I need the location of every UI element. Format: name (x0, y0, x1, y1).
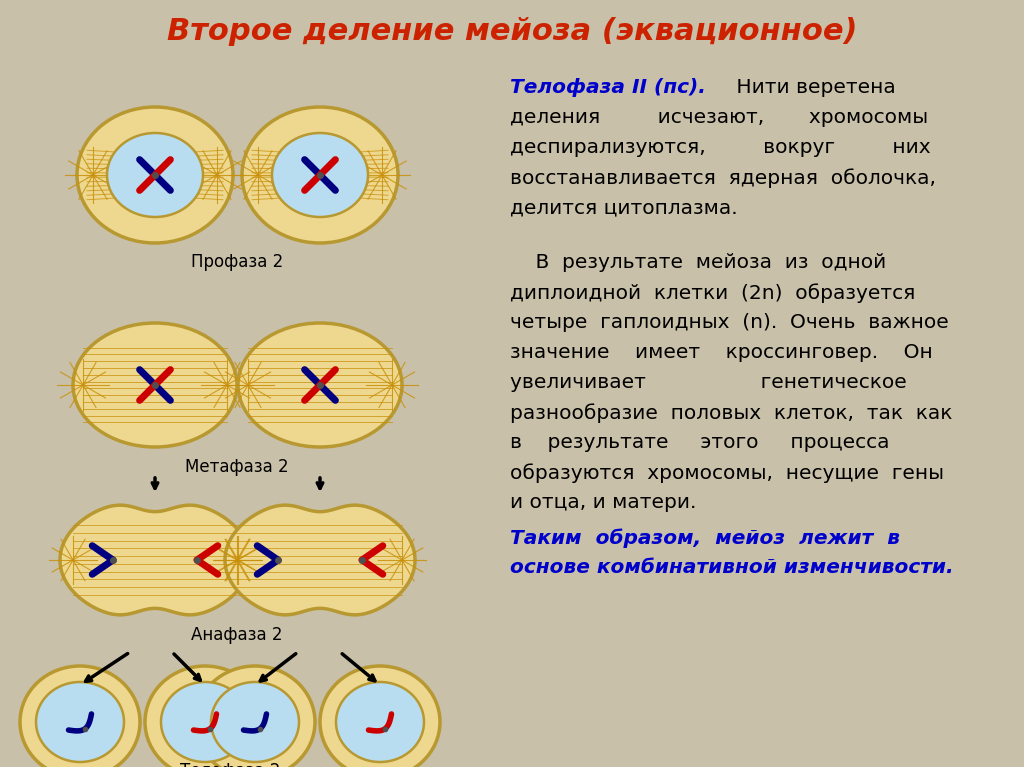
Text: значение    имеет    кроссинговер.    Он: значение имеет кроссинговер. Он (510, 343, 933, 362)
Polygon shape (225, 505, 415, 615)
Text: В  результате  мейоза  из  одной: В результате мейоза из одной (510, 253, 886, 272)
Ellipse shape (145, 666, 265, 767)
Text: четыре  гаплоидных  (n).  Очень  важное: четыре гаплоидных (n). Очень важное (510, 313, 949, 332)
Text: Телофаза 2: Телофаза 2 (180, 762, 281, 767)
Ellipse shape (195, 666, 315, 767)
Text: восстанавливается  ядерная  оболочка,: восстанавливается ядерная оболочка, (510, 168, 936, 188)
Ellipse shape (272, 133, 368, 217)
Text: Метафаза 2: Метафаза 2 (185, 458, 289, 476)
Ellipse shape (319, 666, 440, 767)
Ellipse shape (242, 107, 398, 243)
Ellipse shape (336, 682, 424, 762)
Ellipse shape (106, 133, 203, 217)
Ellipse shape (36, 682, 124, 762)
Text: делится цитоплазма.: делится цитоплазма. (510, 198, 737, 217)
Text: и отца, и матери.: и отца, и матери. (510, 493, 696, 512)
Ellipse shape (20, 666, 140, 767)
Text: в    результате     этого     процесса: в результате этого процесса (510, 433, 890, 452)
Text: деления         исчезают,       хромосомы: деления исчезают, хромосомы (510, 108, 928, 127)
Text: деспирализуются,         вокруг         них: деспирализуются, вокруг них (510, 138, 931, 157)
Polygon shape (60, 505, 250, 615)
Text: Анафаза 2: Анафаза 2 (191, 626, 283, 644)
Text: Нити веретена: Нити веретена (730, 78, 896, 97)
Ellipse shape (238, 323, 402, 447)
Text: Профаза 2: Профаза 2 (190, 253, 283, 271)
Text: разнообразие  половых  клеток,  так  как: разнообразие половых клеток, так как (510, 403, 952, 423)
Text: Телофаза II (пс).: Телофаза II (пс). (510, 78, 706, 97)
Text: основе комбинативной изменчивости.: основе комбинативной изменчивости. (510, 558, 953, 577)
Ellipse shape (161, 682, 249, 762)
Ellipse shape (211, 682, 299, 762)
Text: увеличивает                  генетическое: увеличивает генетическое (510, 373, 906, 392)
Text: Таким  образом,  мейоз  лежит  в: Таким образом, мейоз лежит в (510, 528, 900, 548)
Text: диплоидной  клетки  (2n)  образуется: диплоидной клетки (2n) образуется (510, 283, 915, 303)
Text: образуются  хромосомы,  несущие  гены: образуются хромосомы, несущие гены (510, 463, 944, 482)
Text: Второе деление мейоза (эквационное): Второе деление мейоза (эквационное) (167, 18, 857, 47)
Ellipse shape (73, 323, 237, 447)
Ellipse shape (77, 107, 233, 243)
